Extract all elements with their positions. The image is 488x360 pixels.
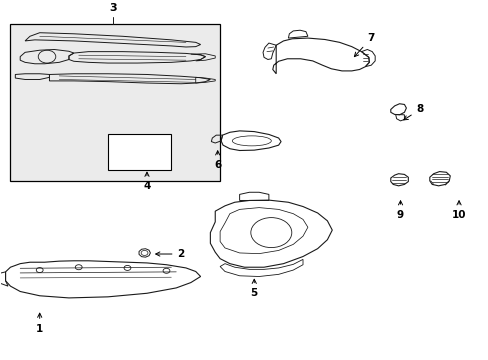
Text: 3: 3 <box>109 3 117 13</box>
Text: 9: 9 <box>396 201 403 220</box>
Text: 6: 6 <box>214 151 221 170</box>
Text: 7: 7 <box>354 33 374 57</box>
Bar <box>108 134 171 170</box>
Text: 5: 5 <box>250 279 257 298</box>
FancyBboxPatch shape <box>10 24 220 181</box>
Text: 8: 8 <box>403 104 423 120</box>
Text: 1: 1 <box>36 313 43 334</box>
Text: 4: 4 <box>143 172 150 191</box>
Text: 10: 10 <box>451 201 466 220</box>
Text: 2: 2 <box>155 249 184 259</box>
